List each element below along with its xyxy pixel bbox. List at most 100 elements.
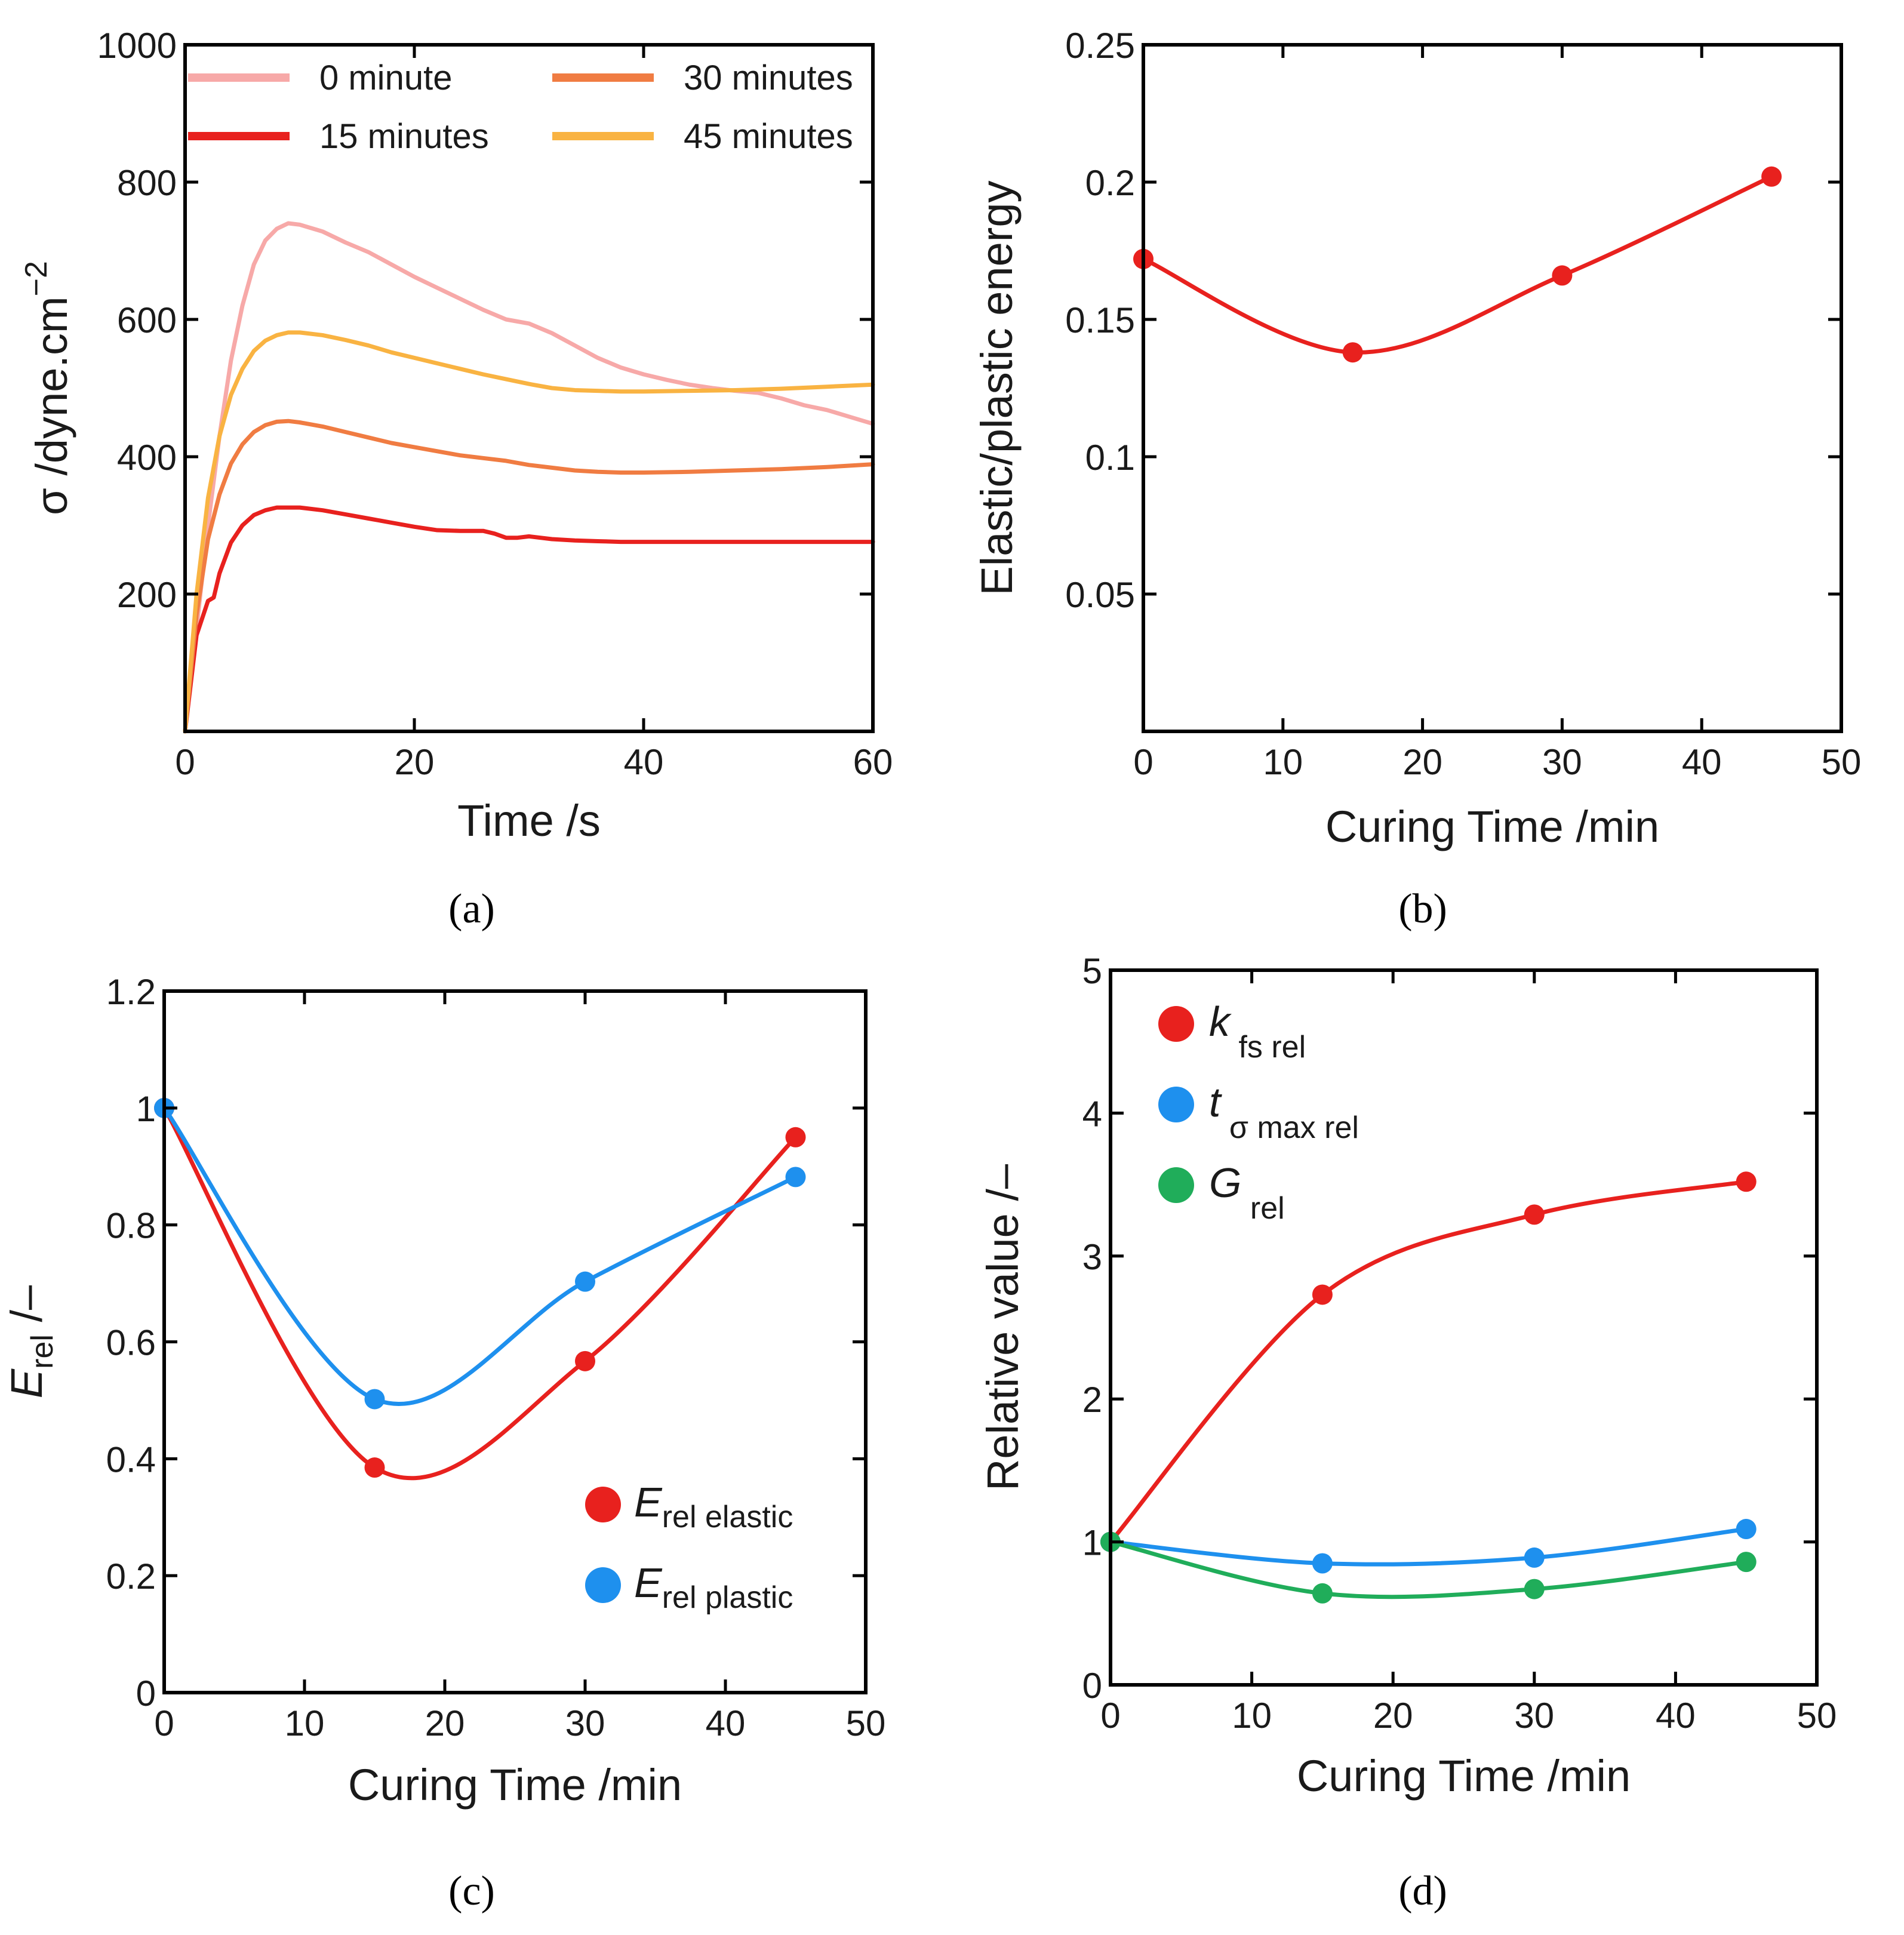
y-tick-label-a-3: 800 — [117, 163, 177, 203]
y-tick-label-a-0: 200 — [117, 575, 177, 615]
legend-label-a-3: 45 minutes — [684, 117, 853, 156]
legend-marker-d-2 — [1158, 1167, 1194, 1203]
data-point-d-1-1 — [1312, 1553, 1333, 1574]
data-point-b-0-3 — [1761, 166, 1782, 187]
y-tick-label-d-1: 1 — [1082, 1523, 1102, 1563]
y-tick-label-b-1: 0.1 — [1085, 438, 1135, 478]
legend-label-a-2: 30 minutes — [684, 59, 853, 97]
series-line-d-1 — [1108, 1527, 1749, 1567]
x-tick-label-d-0: 0 — [1100, 1696, 1120, 1736]
x-tick-label-b-3: 30 — [1542, 742, 1582, 782]
y-tick-label-c-0: 0 — [136, 1673, 156, 1713]
y-tick-label-b-2: 0.15 — [1065, 300, 1135, 340]
panel-label-c: (c) — [448, 1868, 495, 1914]
x-tick-label-d-5: 50 — [1797, 1696, 1837, 1736]
series-line-d-0 — [1108, 1179, 1749, 1545]
plot-frame-d — [1109, 968, 1819, 1687]
data-point-d-0-2 — [1524, 1204, 1545, 1225]
plot-frame-a — [183, 43, 875, 733]
y-tick-label-c-6: 1.2 — [106, 972, 156, 1012]
data-point-c-1-3 — [785, 1167, 806, 1188]
series-line-b-0 — [1141, 174, 1774, 355]
legend-marker-c-1 — [585, 1567, 621, 1603]
x-tick-label-b-5: 50 — [1822, 742, 1862, 782]
y-axis-label-c: Erel /– — [2, 1285, 60, 1398]
data-point-d-2-1 — [1312, 1583, 1333, 1604]
panel-label-b: (b) — [1398, 886, 1447, 932]
y-tick-label-c-5: 1 — [136, 1089, 156, 1129]
legend-label-c-1: Erel plastic — [634, 1559, 793, 1615]
series-line-c-1 — [162, 1106, 798, 1406]
y-tick-label-a-4: 1000 — [97, 26, 177, 66]
x-tick-label-d-2: 20 — [1373, 1696, 1413, 1736]
panel-d: 0 10 20 30 40 50 0 1 2 3 4 5 Curing Time /min Relativ… — [978, 951, 1837, 1914]
y-tick-label-c-4: 0.8 — [106, 1206, 156, 1246]
data-point-d-0-1 — [1312, 1284, 1333, 1305]
x-axis-label-a: Time /s — [457, 796, 601, 845]
legend-label-a-1: 15 minutes — [319, 117, 489, 156]
series-line-c-0 — [162, 1106, 798, 1481]
y-tick-label-d-0: 0 — [1082, 1666, 1102, 1706]
data-point-d-2-2 — [1524, 1579, 1545, 1599]
plot-frame-b — [1142, 43, 1843, 733]
x-tick-label-a-2: 40 — [624, 742, 664, 782]
x-axis-label-c: Curing Time /min — [348, 1760, 682, 1810]
panel-label-a: (a) — [448, 886, 495, 932]
panel-a: 0 20 40 60 200 400 600 800 1000 Time /s σ /dyne.cm… — [19, 26, 893, 932]
x-tick-label-a-0: 0 — [175, 742, 195, 782]
x-tick-label-d-3: 30 — [1514, 1696, 1554, 1736]
panel-c: 0 10 20 30 40 50 0 0.2 0.4 0.6 0.8 1 1.2 Curing Time … — [2, 972, 885, 1914]
data-point-d-2-3 — [1736, 1552, 1757, 1573]
data-point-b-0-1 — [1342, 342, 1363, 363]
x-tick-label-c-5: 50 — [846, 1703, 886, 1743]
legend-marker-d-0 — [1158, 1006, 1194, 1042]
x-tick-label-b-0: 0 — [1133, 742, 1153, 782]
y-tick-label-d-2: 2 — [1082, 1380, 1102, 1420]
data-point-c-1-1 — [364, 1389, 385, 1410]
data-point-b-0-2 — [1552, 265, 1573, 286]
y-tick-label-b-0: 0.05 — [1065, 575, 1135, 615]
legend-label-d-2: G rel — [1209, 1159, 1285, 1226]
series-line-d-2 — [1108, 1540, 1749, 1599]
y-tick-label-d-4: 4 — [1082, 1094, 1102, 1134]
legend-label-d-1: t σ max rel — [1209, 1079, 1359, 1145]
series-line-a-0 — [183, 221, 875, 734]
x-tick-label-c-1: 10 — [285, 1703, 325, 1743]
data-point-c-0-3 — [785, 1127, 806, 1148]
x-tick-label-b-2: 20 — [1402, 742, 1442, 782]
data-point-c-0-2 — [575, 1350, 595, 1371]
y-tick-label-c-1: 0.2 — [106, 1556, 156, 1596]
x-tick-label-a-3: 60 — [853, 742, 893, 782]
data-point-d-1-2 — [1524, 1547, 1545, 1568]
y-tick-label-c-2: 0.4 — [106, 1439, 156, 1479]
y-axis-label-a: σ /dyne.cm−2 — [19, 261, 76, 515]
y-tick-label-b-4: 0.25 — [1065, 26, 1135, 66]
data-point-d-0-3 — [1736, 1171, 1757, 1192]
series-line-a-3 — [183, 330, 875, 734]
y-tick-label-d-3: 3 — [1082, 1237, 1102, 1277]
y-tick-label-b-3: 0.2 — [1085, 163, 1135, 203]
x-tick-label-c-2: 20 — [425, 1703, 465, 1743]
x-tick-label-d-1: 10 — [1232, 1696, 1272, 1736]
legend-label-d-0: k fs rel — [1209, 998, 1306, 1065]
legend-label-a-0: 0 minute — [319, 59, 452, 97]
data-point-d-1-3 — [1736, 1519, 1757, 1540]
x-axis-label-d: Curing Time /min — [1297, 1751, 1631, 1801]
panel-label-d: (d) — [1398, 1868, 1447, 1914]
x-tick-label-a-1: 20 — [395, 742, 435, 782]
legend-marker-c-0 — [585, 1487, 621, 1522]
x-axis-label-b: Curing Time /min — [1325, 802, 1659, 851]
legend-marker-d-1 — [1158, 1087, 1194, 1122]
x-tick-label-c-4: 40 — [706, 1703, 746, 1743]
x-tick-label-b-1: 10 — [1263, 742, 1303, 782]
x-tick-label-c-3: 30 — [565, 1703, 605, 1743]
y-tick-label-a-1: 400 — [117, 438, 177, 478]
series-line-a-1 — [183, 505, 875, 734]
x-tick-label-c-0: 0 — [154, 1703, 174, 1743]
y-axis-label-b: Elastic/plastic energy — [972, 180, 1022, 595]
x-tick-label-d-4: 40 — [1656, 1696, 1696, 1736]
y-tick-label-c-3: 0.6 — [106, 1323, 156, 1363]
y-tick-label-a-2: 600 — [117, 300, 177, 340]
data-point-c-0-1 — [364, 1457, 385, 1478]
